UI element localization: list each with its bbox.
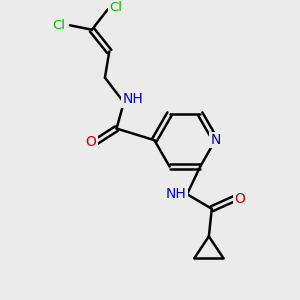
Text: O: O: [234, 192, 245, 206]
Text: Cl: Cl: [109, 2, 122, 14]
Text: NH: NH: [166, 187, 186, 201]
Text: O: O: [85, 135, 96, 148]
Text: N: N: [210, 133, 220, 147]
Text: NH: NH: [122, 92, 143, 106]
Text: Cl: Cl: [53, 19, 66, 32]
